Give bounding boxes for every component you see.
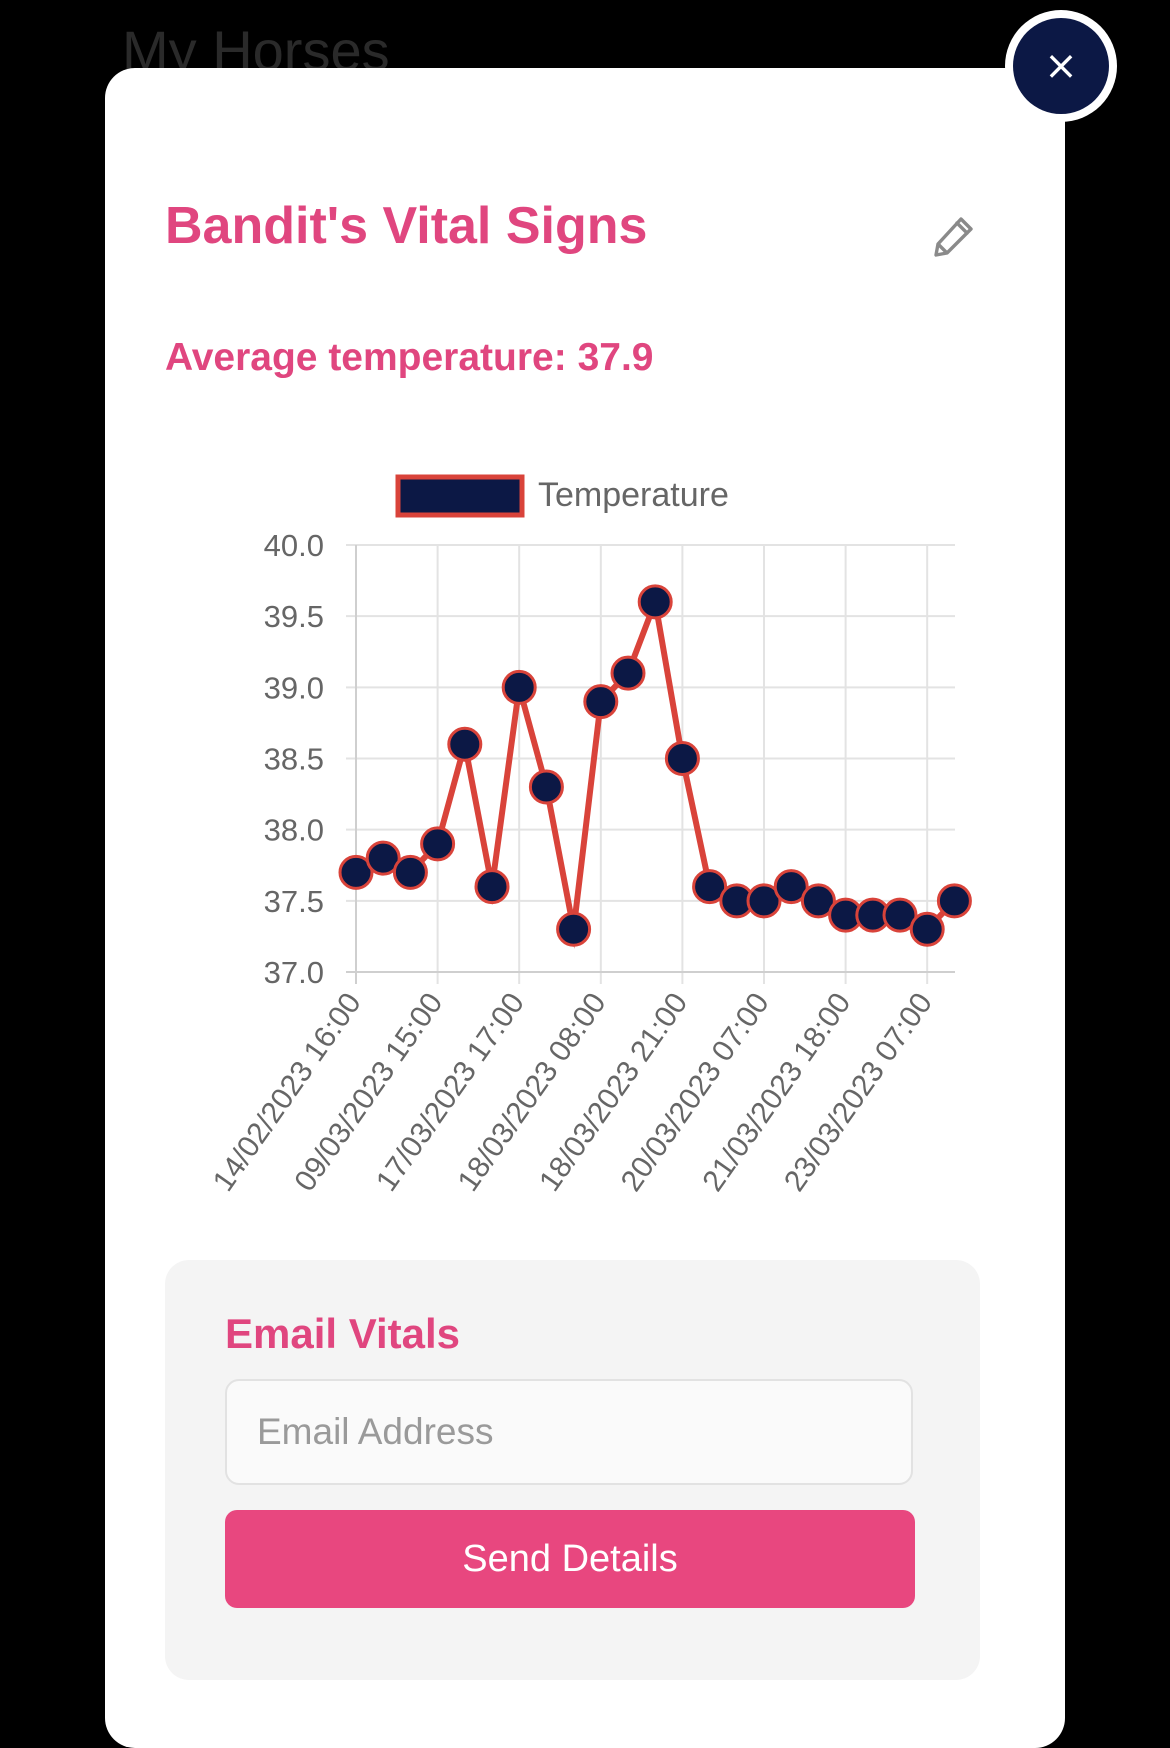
temperature-data-point[interactable] xyxy=(936,883,972,919)
temperature-data-point[interactable] xyxy=(773,869,809,905)
y-tick-label: 38.5 xyxy=(264,742,324,777)
x-tick-label: 18/03/2023 21:00 xyxy=(533,987,694,1197)
pencil-icon xyxy=(934,217,973,257)
temperature-data-point[interactable] xyxy=(556,911,592,947)
temperature-data-point[interactable] xyxy=(338,854,374,890)
y-tick-label: 40.0 xyxy=(264,528,324,563)
temperature-data-point[interactable] xyxy=(692,869,728,905)
email-vitals-card: Email Vitals Send Details xyxy=(165,1260,980,1680)
temperature-data-point[interactable] xyxy=(800,883,836,919)
close-icon: × xyxy=(1013,18,1109,114)
temperature-data-point[interactable] xyxy=(365,840,401,876)
temperature-data-point[interactable] xyxy=(664,741,700,776)
x-tick-label: 23/03/2023 07:00 xyxy=(778,987,939,1197)
temperature-data-point[interactable] xyxy=(909,911,945,947)
temperature-chart: 40.0 39.5 39.0 38.5 38.0 37.5 37.014/02/2023 1… xyxy=(207,474,972,1197)
x-tick-label: 18/03/2023 08:00 xyxy=(452,987,613,1197)
temperature-data-point[interactable] xyxy=(637,584,673,620)
x-tick-label: 17/03/2023 17:00 xyxy=(370,987,531,1197)
temperature-data-point[interactable] xyxy=(610,655,646,691)
legend-swatch[interactable] xyxy=(395,474,525,518)
x-tick-label: 09/03/2023 15:00 xyxy=(288,987,449,1197)
email-vitals-title: Email Vitals xyxy=(225,1310,461,1357)
send-details-button[interactable]: Send Details xyxy=(225,1510,915,1608)
temperature-data-point[interactable] xyxy=(447,726,483,762)
x-tick-label: 21/03/2023 18:00 xyxy=(696,987,857,1197)
y-tick-label: 37.5 xyxy=(264,884,324,919)
y-tick-label: 37.0 xyxy=(264,955,324,990)
x-tick-label: 20/03/2023 07:00 xyxy=(615,987,776,1197)
edit-button[interactable] xyxy=(930,210,980,260)
temperature-data-point[interactable] xyxy=(474,869,510,905)
average-temperature-label: Average temperature: xyxy=(165,336,567,379)
temperature-data-point[interactable] xyxy=(882,897,918,933)
vitals-modal: Bandit's Vital Signs Average temperature… xyxy=(105,68,1065,1748)
legend-label[interactable]: Temperature xyxy=(538,476,729,514)
average-temperature: Average temperature: 37.9 xyxy=(165,336,653,380)
x-tick-label: 14/02/2023 16:00 xyxy=(207,987,368,1197)
temperature-data-point[interactable] xyxy=(528,769,564,805)
y-tick-label: 39.5 xyxy=(264,599,324,634)
modal-title: Bandit's Vital Signs xyxy=(165,197,648,255)
average-temperature-value: 37.9 xyxy=(577,336,654,379)
close-button[interactable]: × xyxy=(1005,10,1117,122)
temperature-data-point[interactable] xyxy=(746,883,782,919)
temperature-series-line xyxy=(354,590,957,949)
temperature-data-point[interactable] xyxy=(392,854,428,890)
temperature-data-point[interactable] xyxy=(501,669,537,705)
temperature-data-point[interactable] xyxy=(420,826,456,862)
temperature-data-point[interactable] xyxy=(583,684,619,720)
y-tick-label: 38.0 xyxy=(264,813,324,848)
y-tick-label: 39.0 xyxy=(264,670,324,705)
email-address-input[interactable] xyxy=(225,1379,913,1485)
